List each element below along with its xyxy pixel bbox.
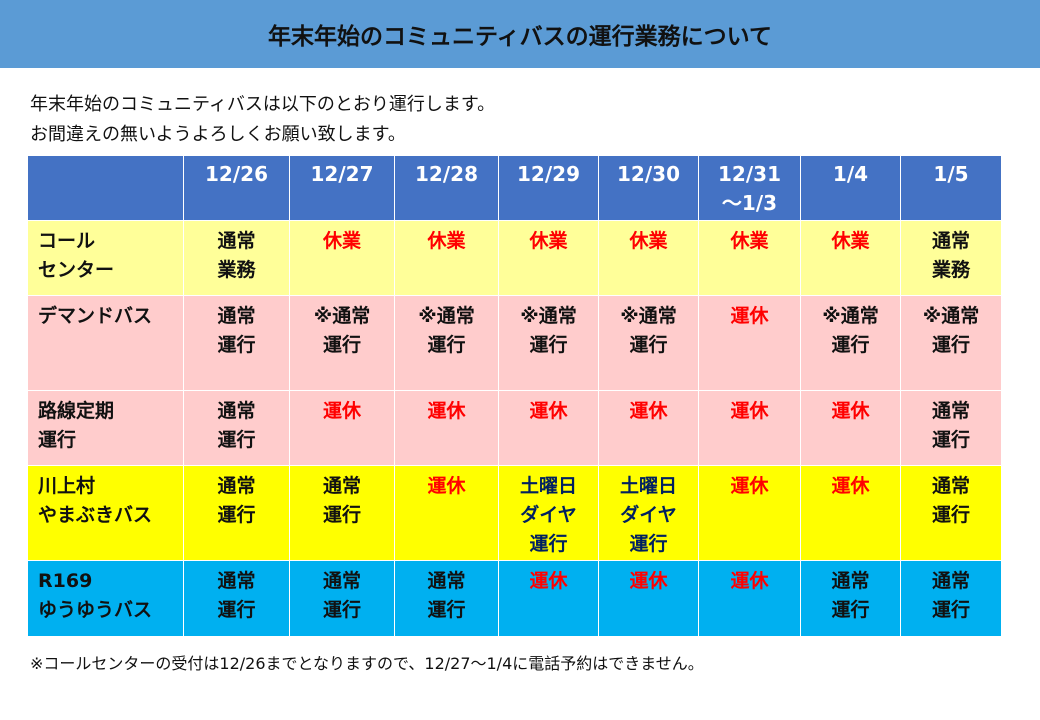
status-cell: 通常 業務	[900, 220, 1002, 296]
row-label: R169 ゆうゆうバス	[27, 560, 184, 637]
page-title: 年末年始のコミュニティバスの運行業務について	[268, 24, 772, 50]
status-cell: 通常 運行	[183, 295, 290, 391]
status-cell: 休業	[800, 220, 901, 296]
status-cell: ※通常 運行	[598, 295, 699, 391]
table-row: 路線定期 運行 通常 運行 運休 運休 運休 運休 運休 運休 通常 運行	[27, 390, 1002, 466]
status-cell: ※通常 運行	[800, 295, 901, 391]
column-header: 12/28	[394, 155, 499, 221]
status-cell: 運休	[698, 560, 801, 637]
status-cell: 運休	[498, 390, 599, 466]
status-cell: 休業	[394, 220, 499, 296]
column-header: 1/5	[900, 155, 1002, 221]
row-label: コール センター	[27, 220, 184, 296]
intro-line: 年末年始のコミュニティバスは以下のとおり運行します。	[30, 94, 496, 115]
status-cell: 運休	[598, 560, 699, 637]
status-cell: 休業	[289, 220, 395, 296]
status-cell: 通常 運行	[900, 390, 1002, 466]
status-cell: 通常 運行	[800, 560, 901, 637]
status-cell: ※通常 運行	[394, 295, 499, 391]
status-cell: 通常 運行	[183, 465, 290, 561]
status-cell: 土曜日 ダイヤ 運行	[498, 465, 599, 561]
status-cell: 休業	[498, 220, 599, 296]
status-cell: 運休	[800, 465, 901, 561]
status-cell: 運休	[698, 390, 801, 466]
status-cell: 運休	[394, 465, 499, 561]
title-bar: 年末年始のコミュニティバスの運行業務について	[0, 0, 1040, 68]
schedule-table: 12/26 12/27 12/28 12/29 12/30 12/31 ～1/3 1/4 1/…	[27, 155, 1002, 637]
status-cell: 通常 運行	[289, 560, 395, 637]
status-cell: ※通常 運行	[289, 295, 395, 391]
column-header: 12/26	[183, 155, 290, 221]
status-cell: 通常 運行	[394, 560, 499, 637]
status-cell: ※通常 運行	[900, 295, 1002, 391]
table-row: 川上村 やまぶきバス 通常 運行 通常 運行 運休 土曜日 ダイヤ 運行 土曜日 ダイヤ …	[27, 465, 1002, 561]
status-cell: 運休	[289, 390, 395, 466]
status-cell: 運休	[394, 390, 499, 466]
column-header: 12/30	[598, 155, 699, 221]
column-header: 12/31 ～1/3	[698, 155, 801, 221]
intro-text: 年末年始のコミュニティバスは以下のとおり運行します。 お間違えの無いようよろしく…	[30, 90, 495, 150]
status-cell: 運休	[498, 560, 599, 637]
column-header: 12/29	[498, 155, 599, 221]
status-cell: 通常 運行	[900, 465, 1002, 561]
status-cell: 土曜日 ダイヤ 運行	[598, 465, 699, 561]
table-row: デマンドバス 通常 運行 ※通常 運行 ※通常 運行 ※通常 運行 ※通常 運行 運休 ※通常…	[27, 295, 1002, 391]
status-cell: 運休	[698, 295, 801, 391]
row-label: 路線定期 運行	[27, 390, 184, 466]
status-cell: 運休	[698, 465, 801, 561]
status-cell: 通常 運行	[900, 560, 1002, 637]
intro-line: お間違えの無いようよろしくお願い致します。	[30, 124, 406, 145]
column-header: 1/4	[800, 155, 901, 221]
status-cell: ※通常 運行	[498, 295, 599, 391]
status-cell: 休業	[598, 220, 699, 296]
status-cell: 運休	[800, 390, 901, 466]
table-row: コール センター 通常 業務 休業 休業 休業 休業 休業 休業 通常 業務	[27, 220, 1002, 296]
status-cell: 通常 運行	[289, 465, 395, 561]
table-row: R169 ゆうゆうバス 通常 運行 通常 運行 通常 運行 運休 運休 運休 通常 運行 通常 …	[27, 560, 1002, 637]
status-cell: 通常 運行	[183, 390, 290, 466]
row-label: デマンドバス	[27, 295, 184, 391]
status-cell: 休業	[698, 220, 801, 296]
column-header	[27, 155, 184, 221]
footnote: ※コールセンターの受付は12/26までとなりますので、12/27～1/4に電話予…	[30, 654, 704, 673]
column-header: 12/27	[289, 155, 395, 221]
status-cell: 通常 運行	[183, 560, 290, 637]
row-label: 川上村 やまぶきバス	[27, 465, 184, 561]
status-cell: 通常 業務	[183, 220, 290, 296]
status-cell: 運休	[598, 390, 699, 466]
